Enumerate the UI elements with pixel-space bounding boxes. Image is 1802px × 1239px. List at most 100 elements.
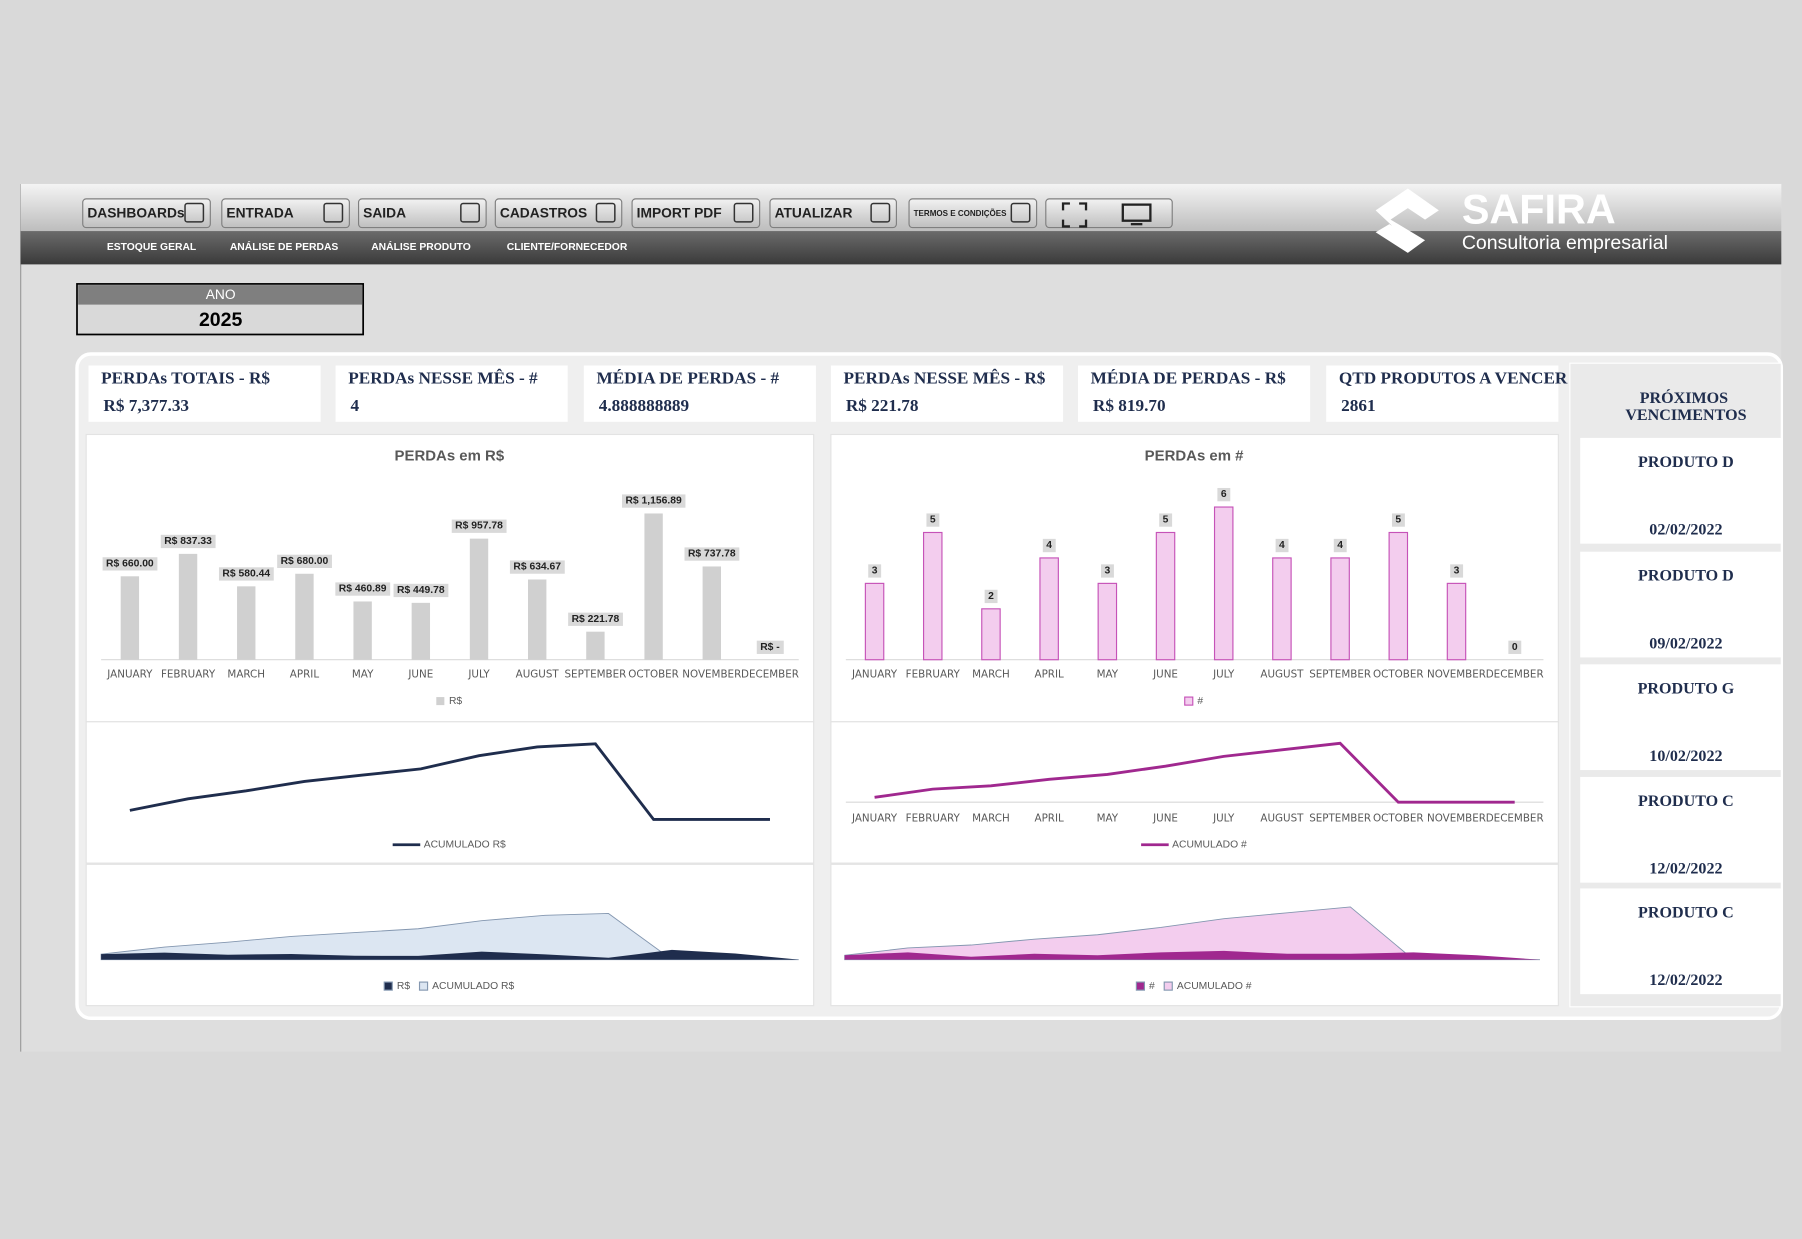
bar xyxy=(1039,557,1059,661)
legend-icon xyxy=(436,697,445,706)
nav-link[interactable]: ESTOQUE GERAL xyxy=(107,242,196,253)
data-label: 5 xyxy=(930,515,936,526)
expiry-date: 02/02/2022 xyxy=(1649,522,1722,539)
x-tick-label: OCTOBER xyxy=(628,669,679,681)
legend-label: # xyxy=(1197,696,1203,707)
product-name: PRODUTO C xyxy=(1638,904,1734,921)
bar xyxy=(120,576,140,660)
expiry-date: 12/02/2022 xyxy=(1649,861,1722,878)
toolbar-button[interactable] xyxy=(494,198,623,229)
toolbar-button[interactable] xyxy=(769,198,897,229)
chart-panel xyxy=(85,721,815,864)
toolbar-button[interactable] xyxy=(221,198,350,229)
data-label: R$ 460.89 xyxy=(339,584,387,595)
legend-label: R$ xyxy=(397,981,410,992)
legend-label: ACUMULADO # xyxy=(1177,981,1252,992)
x-tick-label: APRIL xyxy=(1035,669,1065,681)
toolbar-button[interactable] xyxy=(357,198,487,229)
bar xyxy=(702,566,721,660)
data-label-bg xyxy=(277,554,332,569)
upcoming-card xyxy=(1580,888,1782,995)
chart-title: PERDAs em # xyxy=(1145,447,1244,464)
bar xyxy=(981,608,1001,661)
x-tick-label: MARCH xyxy=(227,669,265,681)
x-tick-label: MARCH xyxy=(972,669,1010,681)
bar xyxy=(237,586,256,660)
button-icon xyxy=(323,202,344,223)
data-label-bg xyxy=(984,589,998,604)
x-tick-label: SEPTEMBER xyxy=(564,669,626,681)
data-label-bg xyxy=(1450,564,1464,578)
legend-label: # xyxy=(1149,981,1155,992)
data-label: 3 xyxy=(1104,565,1110,576)
toolbar-button[interactable] xyxy=(631,198,761,229)
data-label: 5 xyxy=(1163,515,1169,526)
nav-link[interactable]: ANÁLISE PRODUTO xyxy=(371,240,471,253)
x-tick-label: MAY xyxy=(1097,812,1119,824)
toolbar-button[interactable] xyxy=(908,198,1038,229)
x-tick-label: OCTOBER xyxy=(1373,812,1424,824)
chart-panel xyxy=(830,433,1559,723)
data-label-bg xyxy=(1101,564,1114,578)
button-label: ENTRADA xyxy=(226,205,293,220)
product-name: PRODUTO G xyxy=(1638,680,1735,697)
button-icon xyxy=(184,202,205,223)
line xyxy=(129,742,770,821)
data-label: R$ 634.67 xyxy=(513,562,561,573)
bar xyxy=(586,631,605,660)
logo-name: SAFIRA xyxy=(1462,187,1616,233)
kpi-title: QTD PRODUTOS A VENCER xyxy=(1339,368,1568,387)
legend-icon xyxy=(1163,981,1173,991)
data-label-bg xyxy=(756,640,784,654)
data-label-bg xyxy=(1333,538,1347,553)
button-label: TERMOS E CONDIÇÕES xyxy=(914,209,1007,218)
data-label: 4 xyxy=(1337,540,1343,551)
bar xyxy=(353,601,372,660)
legend-label: R$ xyxy=(449,696,462,707)
legend-label: ACUMULADO R$ xyxy=(424,839,506,850)
chart-panel xyxy=(85,433,815,723)
kpi-card xyxy=(335,365,568,422)
nav-link[interactable]: CLIENTE/FORNECEDOR xyxy=(507,242,628,253)
year-value: 2025 xyxy=(199,309,243,331)
upcoming-card xyxy=(1580,437,1782,544)
nav-bar xyxy=(20,231,1782,265)
data-label: 0 xyxy=(1512,642,1518,653)
bar xyxy=(1155,531,1176,661)
kpi-value: R$ 819.70 xyxy=(1093,396,1166,415)
button-icon xyxy=(733,202,754,223)
button-label: DASHBOARDs xyxy=(87,205,185,220)
kpi-title: PERDAs NESSE MÊS - R$ xyxy=(844,368,1046,387)
button-icon xyxy=(1010,202,1031,223)
kpi-card xyxy=(583,365,816,422)
x-tick-label: NOVEMBER xyxy=(1427,812,1486,824)
legend-label: ACUMULADO # xyxy=(1172,839,1247,850)
area xyxy=(101,949,799,960)
data-label: 2 xyxy=(988,591,994,602)
expiry-date: 12/02/2022 xyxy=(1649,972,1722,989)
x-tick-label: DECEMBER xyxy=(1486,812,1544,824)
toolbar-button[interactable] xyxy=(82,198,211,229)
x-tick-label: DECEMBER xyxy=(1486,669,1544,681)
data-label: R$ 680.00 xyxy=(281,556,329,567)
x-tick-label: SEPTEMBER xyxy=(1309,669,1371,681)
upcoming-card xyxy=(1580,776,1782,883)
nav-link[interactable]: ANÁLISE DE PERDAS xyxy=(230,240,339,253)
upcoming-title: PRÓXIMOS VENCIMENTOS xyxy=(1625,388,1746,424)
data-label: 5 xyxy=(1395,515,1401,526)
data-label-bg xyxy=(451,519,507,533)
kpi-card xyxy=(88,365,321,422)
x-tick-label: OCTOBER xyxy=(1373,669,1424,681)
bar xyxy=(178,553,198,660)
kpi-title: PERDAs TOTAIS - R$ xyxy=(101,368,270,387)
button-icon xyxy=(460,202,480,223)
button-label: SAIDA xyxy=(363,205,406,220)
kpi-value: R$ 7,377.33 xyxy=(103,396,189,415)
kpi-value: 2861 xyxy=(1341,396,1375,415)
x-tick-label: MARCH xyxy=(972,812,1010,824)
x-tick-label: MAY xyxy=(1097,669,1119,681)
x-tick-label: SEPTEMBER xyxy=(1309,812,1371,824)
bar xyxy=(1388,531,1409,661)
